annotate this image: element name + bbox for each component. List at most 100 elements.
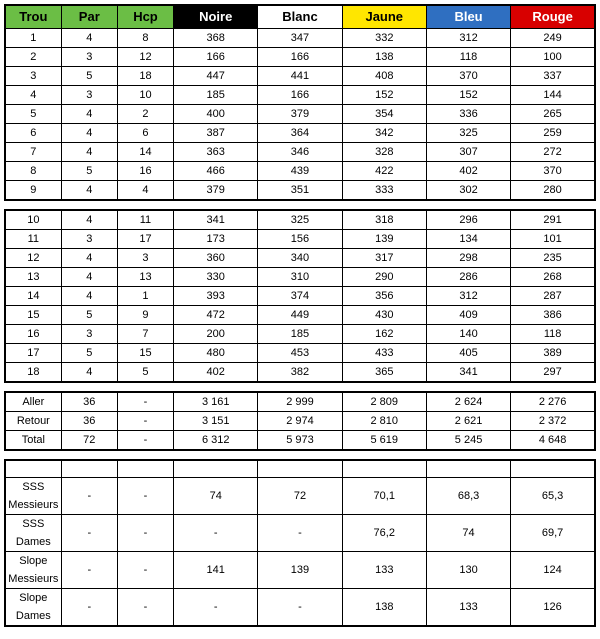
front-cell: 8 — [5, 162, 61, 181]
col-header-par: Par — [61, 5, 117, 29]
back-cell: 134 — [426, 230, 510, 249]
back-row: 1845402382365341297 — [5, 363, 595, 383]
totals-cell: - — [117, 412, 173, 431]
back-cell: 3 — [61, 230, 117, 249]
back-cell: 340 — [258, 249, 342, 268]
back-cell: 16 — [5, 325, 61, 344]
rating-value: 68,3 — [426, 478, 510, 515]
back-cell: 15 — [5, 306, 61, 325]
front-cell: 363 — [174, 143, 258, 162]
front-cell: 337 — [511, 67, 595, 86]
front-cell: 325 — [426, 124, 510, 143]
back-cell: 402 — [174, 363, 258, 383]
totals-table: Aller36-3 1612 9992 8092 6242 276Retour3… — [4, 391, 596, 451]
front-cell: 332 — [342, 29, 426, 48]
back-row: 17515480453433405389 — [5, 344, 595, 363]
rating-row: SSS--747270,168,365,3 — [5, 478, 595, 497]
front-cell: 441 — [258, 67, 342, 86]
front-cell: 387 — [174, 124, 258, 143]
front-cell: 5 — [61, 162, 117, 181]
front-cell: 4 — [61, 29, 117, 48]
col-header-jaune: Jaune — [342, 5, 426, 29]
front-cell: 6 — [5, 124, 61, 143]
back-cell: 11 — [117, 210, 173, 230]
rating-label-line1: Slope — [5, 589, 61, 608]
back-cell: 296 — [426, 210, 510, 230]
back-cell: 17 — [117, 230, 173, 249]
front-cell: 2 — [117, 105, 173, 124]
rating-value: 133 — [426, 589, 510, 627]
back-cell: 341 — [426, 363, 510, 383]
rating-value: 72 — [258, 478, 342, 515]
front-cell: 6 — [117, 124, 173, 143]
totals-cell: 3 151 — [174, 412, 258, 431]
rating-label-line2: Dames — [5, 607, 61, 626]
front-cell: 14 — [117, 143, 173, 162]
back-cell: 393 — [174, 287, 258, 306]
rating-par: - — [61, 589, 117, 627]
rating-par: - — [61, 478, 117, 515]
totals-cell: 2 276 — [511, 392, 595, 412]
front-cell: 400 — [174, 105, 258, 124]
front-cell: 144 — [511, 86, 595, 105]
front-cell: 342 — [342, 124, 426, 143]
totals-cell: 36 — [61, 392, 117, 412]
totals-cell: Retour — [5, 412, 61, 431]
rating-label-line1: SSS — [5, 478, 61, 497]
rating-value: - — [258, 515, 342, 552]
rating-row: Slope----138133126 — [5, 589, 595, 608]
rating-value: 69,7 — [511, 515, 595, 552]
totals-row: Retour36-3 1512 9742 8102 6212 372 — [5, 412, 595, 431]
totals-cell: 5 619 — [342, 431, 426, 451]
rating-hcp: - — [117, 552, 173, 589]
back-cell: 405 — [426, 344, 510, 363]
totals-cell: 3 161 — [174, 392, 258, 412]
rating-row: Slope--141139133130124 — [5, 552, 595, 571]
back-cell: 382 — [258, 363, 342, 383]
front-cell: 10 — [117, 86, 173, 105]
front-cell: 3 — [61, 48, 117, 67]
back-cell: 139 — [342, 230, 426, 249]
back-cell: 1 — [117, 287, 173, 306]
front-cell: 439 — [258, 162, 342, 181]
back-cell: 5 — [117, 363, 173, 383]
back-cell: 162 — [342, 325, 426, 344]
back-cell: 290 — [342, 268, 426, 287]
totals-row: Aller36-3 1612 9992 8092 6242 276 — [5, 392, 595, 412]
back-cell: 310 — [258, 268, 342, 287]
back-cell: 449 — [258, 306, 342, 325]
back-cell: 356 — [342, 287, 426, 306]
col-header-hcp: Hcp — [117, 5, 173, 29]
totals-cell: 4 648 — [511, 431, 595, 451]
rating-par: - — [61, 515, 117, 552]
back-cell: 173 — [174, 230, 258, 249]
front-cell: 328 — [342, 143, 426, 162]
front-cell: 100 — [511, 48, 595, 67]
rating-label-line1: Slope — [5, 552, 61, 571]
back-cell: 360 — [174, 249, 258, 268]
back-cell: 12 — [5, 249, 61, 268]
front-row: 542400379354336265 — [5, 105, 595, 124]
rating-value: 133 — [342, 552, 426, 589]
rating-value: - — [174, 515, 258, 552]
totals-cell: - — [117, 431, 173, 451]
back-cell: 3 — [117, 249, 173, 268]
back-cell: 480 — [174, 344, 258, 363]
rating-par: - — [61, 552, 117, 589]
totals-cell: 72 — [61, 431, 117, 451]
back-cell: 318 — [342, 210, 426, 230]
front-cell: 379 — [258, 105, 342, 124]
front-cell: 368 — [174, 29, 258, 48]
back-cell: 3 — [61, 325, 117, 344]
rating-row: SSS----76,27469,7 — [5, 515, 595, 534]
front-row: 646387364342325259 — [5, 124, 595, 143]
back-cell: 365 — [342, 363, 426, 383]
front-cell: 280 — [511, 181, 595, 201]
front-cell: 152 — [426, 86, 510, 105]
back-cell: 9 — [117, 306, 173, 325]
back-nine-table: 1041134132531829629111317173156139134101… — [4, 209, 596, 383]
col-header-trou: Trou — [5, 5, 61, 29]
back-cell: 4 — [61, 249, 117, 268]
back-cell: 325 — [258, 210, 342, 230]
front-cell: 466 — [174, 162, 258, 181]
